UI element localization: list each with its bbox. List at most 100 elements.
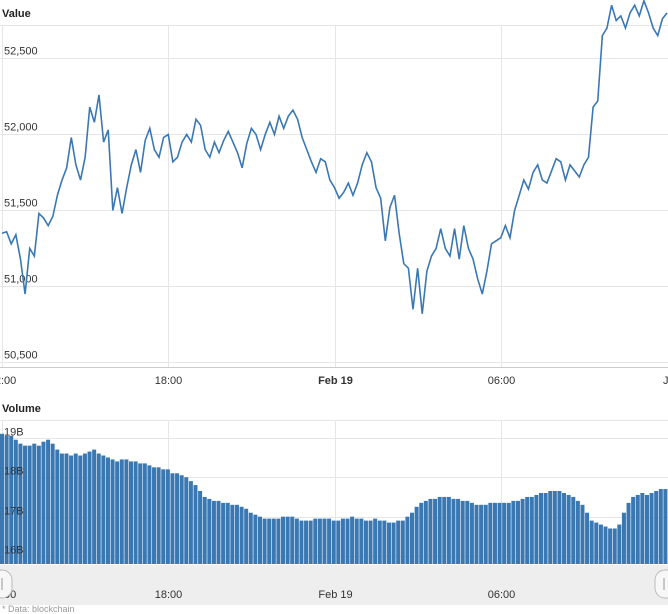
volume-bar [193,485,198,564]
volume-bar [175,473,180,564]
volume-bar [96,453,101,564]
volume-bar [612,528,617,564]
price-ytick-label: 50,500 [4,350,38,362]
volume-bar [391,522,396,564]
price-panel-title: Value [2,8,31,20]
volume-bar [557,491,562,564]
volume-bar [105,457,110,564]
volume-bars [0,433,668,564]
volume-bar [621,512,626,564]
volume-bar [92,449,97,564]
volume-bar [414,506,419,564]
volume-bar [598,524,603,564]
volume-bar [354,518,359,564]
price-xtick-label: J [663,375,668,387]
volume-ytick-label: 16B [4,545,24,557]
volume-bar [308,520,313,564]
volume-bar [640,492,645,564]
price-xtick-label: 06:00 [488,375,516,387]
left-handle-grip[interactable] [0,569,13,599]
volume-bar [156,467,161,564]
volume-bar [55,449,60,564]
volume-bar [423,500,428,564]
volume-bar [221,502,226,564]
volume-bar [539,492,544,564]
volume-bar [566,494,571,564]
volume-bar [419,502,424,564]
volume-bar [359,518,364,564]
volume-bar [552,491,557,564]
volume-bar [170,473,175,564]
volume-bar [69,455,74,564]
volume-bar [244,508,249,564]
volume-bar [41,441,46,564]
navigator-background[interactable] [0,565,668,605]
volume-bar [649,492,654,564]
right-handle-grip[interactable] [654,569,668,599]
volume-bar [124,459,129,564]
volume-bar [313,518,318,564]
volume-bar [608,528,613,564]
volume-bar [456,498,461,564]
volume-bar [147,465,152,564]
volume-bar [119,459,124,564]
value-line [1,0,668,314]
volume-bar [165,469,170,564]
volume-bar [428,498,433,564]
volume-bar [225,502,230,564]
volume-bar [285,516,290,564]
volume-bar [617,524,622,564]
navigator-right-handle[interactable] [654,569,668,599]
volume-bar [87,451,92,564]
volume-bar [271,518,276,564]
navigator-left-handle[interactable] [0,569,13,599]
volume-bar [483,504,488,564]
volume-bar [128,461,133,564]
volume-bar [18,443,23,564]
volume-bar [626,502,631,564]
volume-bar [257,516,262,564]
volume-bar [654,491,659,564]
volume-panel-title: Volume [2,403,41,415]
volume-bar [50,443,55,564]
volume-bar [465,500,470,564]
volume-y-axis: 16B 17B 18B 19B [4,427,24,557]
volume-bar [529,496,534,564]
volume-bar [179,475,184,564]
volume-bar [327,518,332,564]
volume-bar [331,520,336,564]
volume-bar [451,498,456,564]
volume-bar [502,502,507,564]
volume-bar [234,504,239,564]
volume-bar [73,453,78,564]
volume-bar [64,453,69,564]
volume-bar [525,496,530,564]
volume-bar [281,516,286,564]
volume-bar [543,492,548,564]
volume-bar [386,522,391,564]
volume-bar [188,481,193,564]
volume-bar [115,461,120,564]
volume-bar [336,520,341,564]
price-ytick-label: 52,500 [4,46,38,58]
volume-bar [340,518,345,564]
volume-bar [575,500,580,564]
volume-bar [492,502,497,564]
volume-bar [152,467,157,564]
volume-bar [230,504,235,564]
footer-credit: * Data: blockchain [2,604,75,614]
volume-bar [142,463,147,564]
volume-bar [585,512,590,564]
volume-bar [442,496,447,564]
volume-bar [433,498,438,564]
volume-bar [350,516,355,564]
volume-bar [27,445,32,564]
volume-bar [663,489,668,564]
price-ytick-label: 52,000 [4,122,38,134]
volume-bar [202,496,207,564]
volume-bar [239,506,244,564]
volume-bar [304,520,309,564]
volume-bar [382,520,387,564]
volume-bar [59,453,64,564]
price-xtick-label: 12:00 [0,375,16,387]
